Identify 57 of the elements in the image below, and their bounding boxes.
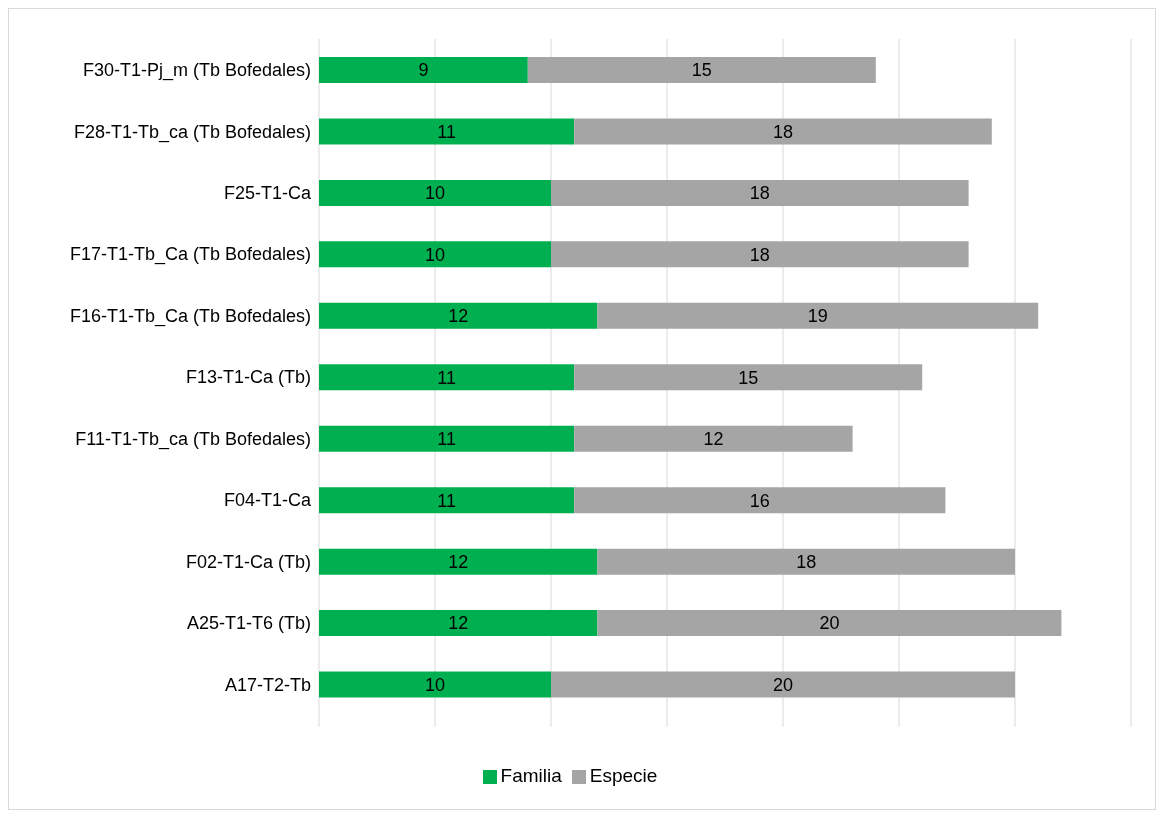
data-label: 11 [437,429,456,450]
y-tick-label: F13-T1-Ca (Tb) [185,367,311,388]
bar [319,241,551,268]
bar [574,487,946,514]
data-label: 18 [749,183,770,204]
data-label: 12 [448,552,469,573]
bar [597,610,1062,637]
data-label: 11 [437,121,456,142]
bar [551,241,969,268]
data-label: 20 [772,674,794,695]
bar [527,57,876,83]
bar [319,364,575,391]
bar [574,118,992,145]
legend-label: Especie [589,765,658,786]
y-tick-label: A17-T2-Tb [224,674,311,695]
data-label: 10 [424,183,446,204]
data-label: 12 [703,429,724,450]
bar [551,671,1015,698]
bar [319,118,575,145]
data-label: 18 [796,552,817,573]
bar [319,179,551,206]
data-label: 11 [437,367,456,388]
bar [319,57,528,83]
bar [319,671,551,698]
bar [319,548,598,575]
y-tick-label: F16-T1-Tb_Ca (Tb Bofedales) [69,305,311,327]
data-label: 12 [448,306,469,327]
bar [319,610,598,637]
y-tick-label: F04-T1-Ca [223,490,312,511]
bar [319,425,575,452]
bar [597,302,1039,329]
y-tick-label: F28-T1-Tb_ca (Tb Bofedales) [73,121,311,143]
y-tick-label: F17-T1-Tb_Ca (Tb Bofedales) [69,244,311,266]
bar [319,487,575,514]
data-label: 18 [772,121,794,142]
data-label: 11 [437,490,456,511]
y-tick-label: F11-T1-Tb_ca (Tb Bofedales) [75,428,311,450]
data-label: 15 [691,60,712,81]
data-label: 12 [448,613,469,634]
y-tick-label: F25-T1-Ca [223,183,312,204]
bar [319,302,598,329]
bar [597,548,1015,575]
bar [574,425,853,452]
y-tick-label: F02-T1-Ca (Tb) [185,551,311,572]
legend-label: Familia [500,765,562,786]
data-label: 19 [807,306,828,327]
data-label: 20 [819,613,840,634]
data-label: 9 [418,60,429,81]
data-label: 15 [738,367,759,388]
data-label: 10 [424,244,446,265]
data-label: 18 [749,244,770,265]
y-tick-label: F30-T1-Pj_m (Tb Bofedales) [82,60,311,82]
data-label: 16 [749,490,770,511]
bar [551,179,969,206]
y-tick-label: A25-T1-T6 (Tb) [186,613,311,634]
data-label: 10 [424,674,446,695]
bar [574,364,923,391]
